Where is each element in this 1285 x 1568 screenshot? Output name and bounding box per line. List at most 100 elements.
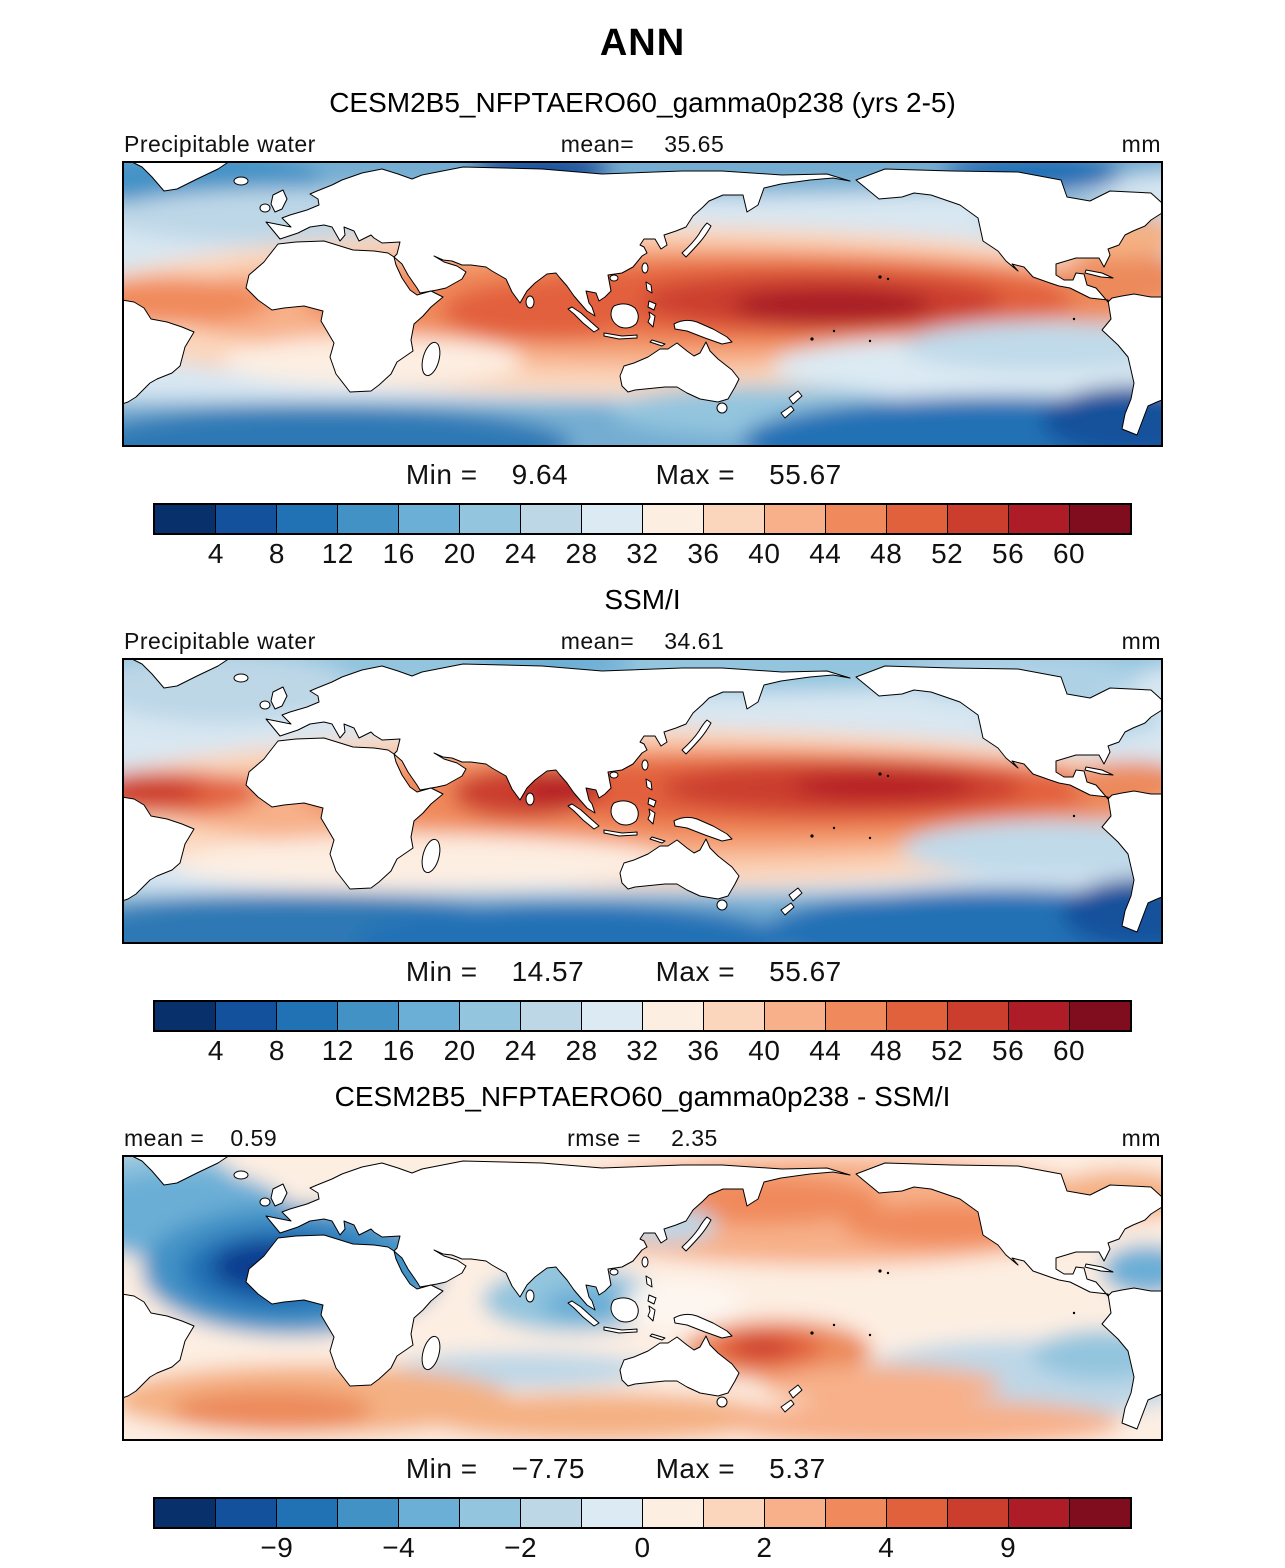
panel1-map <box>122 161 1163 447</box>
colorbar-cell <box>1009 1002 1070 1030</box>
colorbar-cell <box>643 1002 704 1030</box>
colorbar-tick: 32 <box>626 1035 659 1066</box>
colorbar-cell <box>338 1002 399 1030</box>
panel3-minmax-row: Min = −7.75 Max = 5.37 <box>122 1453 1163 1485</box>
colorbar-cell <box>582 1002 643 1030</box>
colorbar-cell <box>399 505 460 533</box>
colorbar-tick: 12 <box>321 538 354 569</box>
colorbar-tick: 44 <box>809 1035 842 1066</box>
panel1-units-label: mm <box>1121 131 1161 157</box>
colorbar-cell <box>521 505 582 533</box>
colorbar-tick: 28 <box>565 538 598 569</box>
colorbar-tick: 8 <box>268 538 285 569</box>
colorbar-cell <box>216 1002 277 1030</box>
colorbar-tick: 24 <box>504 1035 537 1066</box>
colorbar-cell <box>765 1499 826 1527</box>
colorbar-tick: −4 <box>382 1532 416 1563</box>
panel2-heading: SSM/I <box>604 584 681 615</box>
colorbar-tick: 16 <box>382 1035 415 1066</box>
panel2-max-label: Max = <box>655 956 736 987</box>
panel1-colorbar-ticks: 4 8 12 16 20 24 28 32 36 40 44 48 52 56 60 <box>155 538 1130 574</box>
panel2-units-label: mm <box>1121 628 1161 654</box>
panel3-max-value: 5.37 <box>769 1453 826 1484</box>
colorbar-cell <box>765 505 826 533</box>
panel1-field-label: Precipitable water <box>124 131 316 157</box>
colorbar-tick: 40 <box>748 1035 781 1066</box>
colorbar-tick: 36 <box>687 1035 720 1066</box>
colorbar-cell <box>704 1002 765 1030</box>
colorbar-cell <box>704 1499 765 1527</box>
colorbar-cell <box>704 505 765 533</box>
colorbar-tick: 20 <box>443 1035 476 1066</box>
colorbar-cell <box>887 505 948 533</box>
panel3: mean = 0.59 rmse = 2.35 mm <box>122 1113 1163 1485</box>
panel3-units-label: mm <box>1121 1125 1161 1151</box>
colorbar-cell <box>338 1499 399 1527</box>
figure-title: ANN <box>599 22 686 64</box>
colorbar-tick: 32 <box>626 538 659 569</box>
colorbar-cell <box>948 1499 1009 1527</box>
panel3-min-label: Min = <box>405 1453 478 1484</box>
colorbar-cell <box>216 1499 277 1527</box>
colorbar-cell <box>277 1499 338 1527</box>
colorbar-tick: 24 <box>504 538 537 569</box>
panel2-mean-value: 34.61 <box>664 628 725 654</box>
panel1-mean-value: 35.65 <box>664 131 725 157</box>
panel1-world-map <box>122 161 1163 447</box>
panel2: Precipitable water mean= 34.61 mm <box>122 616 1163 988</box>
colorbar-tick: 52 <box>931 1035 964 1066</box>
panel3-colorbar <box>153 1497 1132 1529</box>
colorbar-tick: 12 <box>321 1035 354 1066</box>
colorbar-cell <box>460 1002 521 1030</box>
colorbar-tick: 2 <box>756 1532 773 1563</box>
colorbar-tick: 40 <box>748 538 781 569</box>
panel2-field-label: Precipitable water <box>124 628 316 654</box>
panel1-mean-label: mean= <box>560 131 635 157</box>
colorbar-tick: 36 <box>687 538 720 569</box>
panel3-max-label: Max = <box>655 1453 736 1484</box>
colorbar-tick: 20 <box>443 538 476 569</box>
colorbar-cell <box>460 1499 521 1527</box>
colorbar-tick: 4 <box>878 1532 895 1563</box>
colorbar-cell <box>887 1499 948 1527</box>
panel2-map-header: Precipitable water mean= 34.61 mm <box>122 616 1163 658</box>
panel3-mean: mean = 0.59 <box>124 1125 277 1152</box>
colorbar-cell <box>1070 505 1130 533</box>
colorbar-cell <box>521 1002 582 1030</box>
colorbar-cell <box>521 1499 582 1527</box>
panel2-min-value: 14.57 <box>511 956 585 987</box>
colorbar-tick: 52 <box>931 538 964 569</box>
colorbar-cell <box>826 1002 887 1030</box>
colorbar-tick: 28 <box>565 1035 598 1066</box>
colorbar-cell <box>155 1499 216 1527</box>
colorbar-cell <box>1009 1499 1070 1527</box>
panel2-world-map <box>122 658 1163 944</box>
colorbar-cell <box>399 1002 460 1030</box>
colorbar-cell <box>826 1499 887 1527</box>
colorbar-tick: 60 <box>1052 538 1086 569</box>
colorbar-cell <box>582 505 643 533</box>
panel3-min-value: −7.75 <box>511 1453 585 1484</box>
panel2-mean-label: mean= <box>560 628 635 654</box>
colorbar-cell <box>887 1002 948 1030</box>
panel3-mean-label: mean = <box>124 1125 205 1151</box>
panel2-colorbar-ticks: 4 8 12 16 20 24 28 32 36 40 44 48 52 56 60 <box>155 1035 1130 1071</box>
colorbar-tick: 8 <box>268 1035 285 1066</box>
panel2-max-value: 55.67 <box>769 956 842 987</box>
panel1-minmax-row: Min = 9.64 Max = 55.67 <box>122 459 1163 491</box>
colorbar-cell <box>643 505 704 533</box>
colorbar-tick: 9 <box>1000 1532 1017 1563</box>
colorbar-cell <box>277 1002 338 1030</box>
panel3-map-header: mean = 0.59 rmse = 2.35 mm <box>122 1113 1163 1155</box>
colorbar-tick: 56 <box>992 538 1025 569</box>
panel3-map <box>122 1155 1163 1441</box>
panel3-heading: CESM2B5_NFPTAERO60_gamma0p238 - SSM/I <box>334 1081 951 1112</box>
colorbar-cell <box>338 505 399 533</box>
colorbar-cell <box>1070 1499 1130 1527</box>
panel3-rmse: rmse = 2.35 <box>567 1125 718 1152</box>
panel2-map <box>122 658 1163 944</box>
colorbar-tick: −2 <box>504 1532 538 1563</box>
colorbar-cell <box>1009 505 1070 533</box>
panel3-colorbar-ticks: −9 −4 −2 0 2 4 9 <box>155 1532 1130 1568</box>
